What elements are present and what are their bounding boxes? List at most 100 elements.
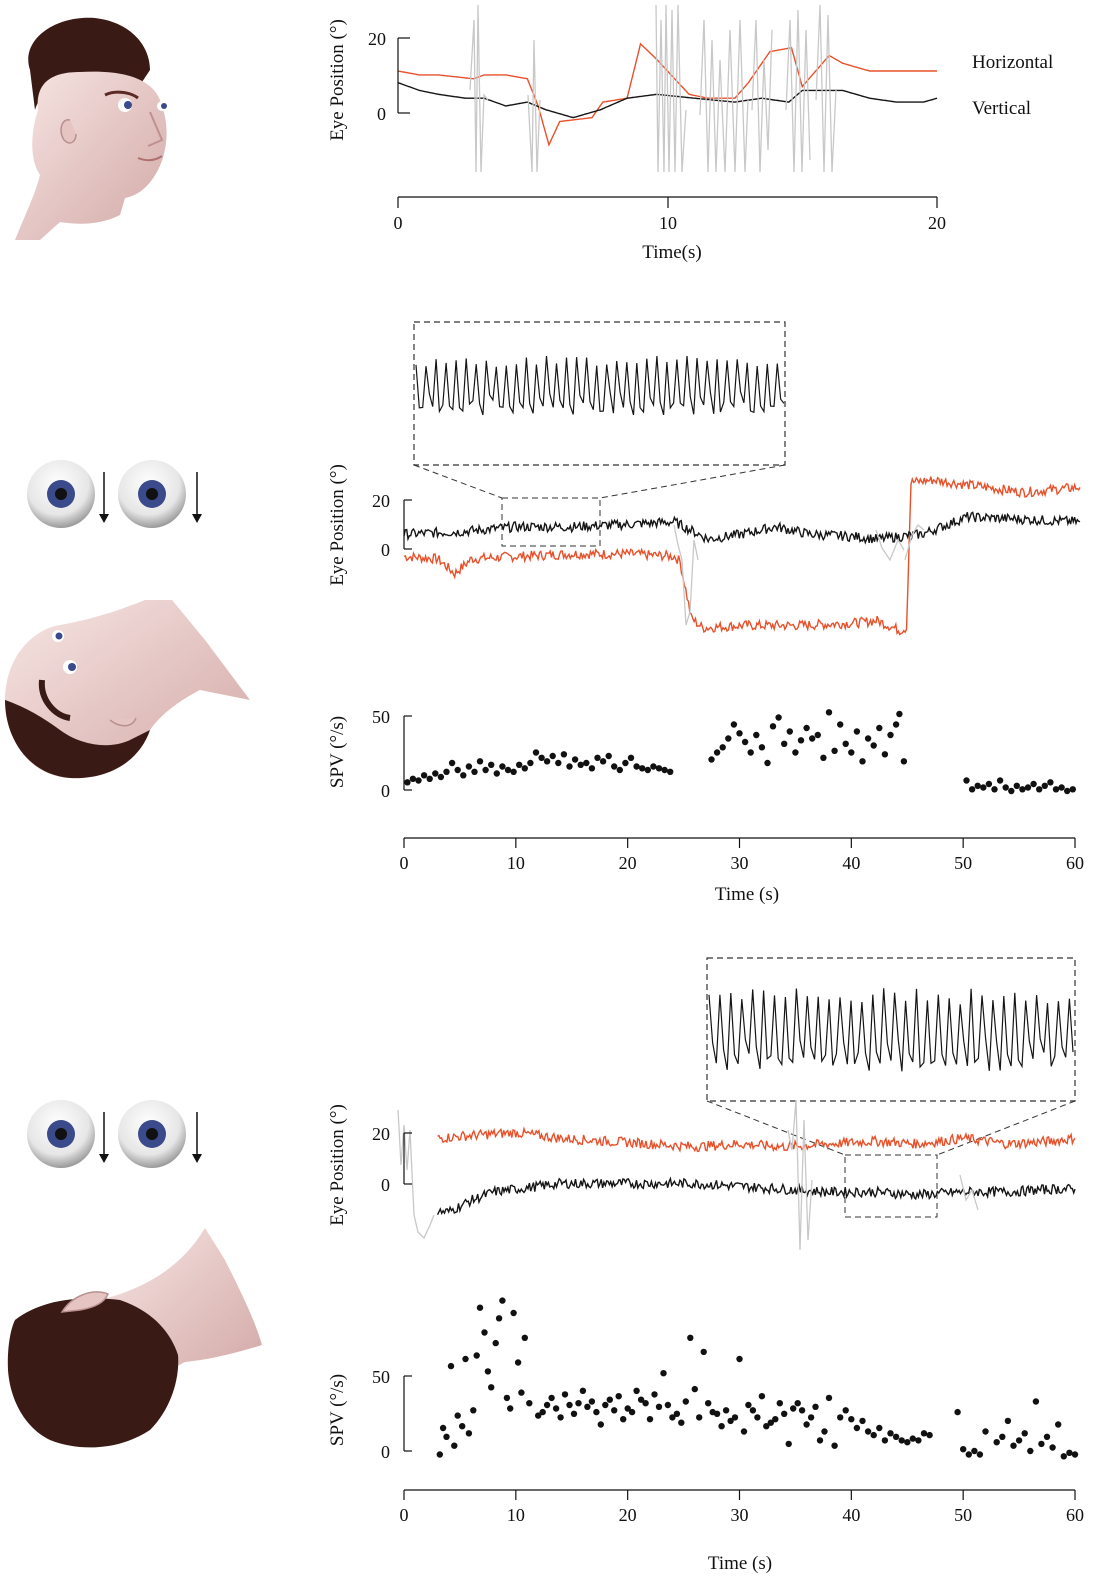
data-point	[644, 766, 651, 774]
data-point	[1069, 786, 1077, 793]
data-point	[954, 1408, 961, 1416]
data-point	[971, 1447, 978, 1455]
data-point	[853, 728, 861, 735]
data-point	[754, 1414, 761, 1421]
data-point	[763, 1423, 770, 1430]
data-point	[775, 714, 782, 721]
data-point	[960, 1446, 967, 1453]
data-point	[454, 1412, 461, 1419]
y-tick-label: 0	[381, 1175, 390, 1195]
data-point	[1021, 1430, 1028, 1437]
data-point	[718, 1423, 725, 1430]
y-tick-label: 0	[381, 781, 390, 801]
data-point	[526, 1400, 533, 1407]
data-point	[633, 763, 640, 770]
data-point	[514, 1359, 522, 1366]
data-point	[1049, 1444, 1056, 1451]
data-point	[566, 763, 573, 770]
data-point	[741, 738, 749, 746]
data-point	[507, 1405, 514, 1412]
data-point	[848, 749, 855, 756]
series-line-vertical	[403, 511, 1081, 545]
data-point	[661, 766, 668, 774]
data-point	[831, 747, 838, 754]
data-point	[842, 1407, 849, 1414]
data-point	[1032, 1398, 1040, 1405]
data-point	[470, 1407, 477, 1414]
data-point	[1010, 1442, 1017, 1449]
data-point	[776, 1400, 783, 1407]
data-point	[831, 1442, 838, 1449]
data-point	[570, 1410, 578, 1418]
data-point	[426, 775, 433, 782]
head-upright-icon	[15, 17, 167, 240]
head-supine-icon	[5, 600, 250, 779]
legend-vertical: Vertical	[972, 98, 1031, 119]
data-point	[758, 744, 766, 751]
data-point	[747, 749, 754, 756]
data-point	[1008, 787, 1015, 795]
chart-prone-eye-position: 20 0 Eye Position (°)	[327, 957, 1076, 1251]
data-point	[584, 1403, 591, 1411]
y-tick-label: 20	[372, 1124, 390, 1144]
data-point	[904, 1439, 911, 1446]
data-point	[488, 761, 495, 768]
x-tick-label: 0	[394, 213, 403, 233]
data-point	[1002, 784, 1009, 791]
data-point	[892, 721, 900, 728]
data-point	[667, 768, 674, 775]
data-point	[764, 759, 771, 767]
spv-points	[404, 709, 1077, 795]
x-axis-label: Time(s)	[642, 242, 701, 263]
x-tick-label: 20	[928, 213, 946, 233]
data-point	[557, 1414, 564, 1421]
data-point	[476, 1304, 484, 1311]
data-point	[781, 1410, 788, 1418]
data-point	[560, 751, 568, 758]
data-point	[1013, 782, 1020, 789]
chart-prone-spv: 50 0 SPV (°/s) 0 10 20 30 40 50 60 Time (s)	[327, 1297, 1084, 1574]
data-point	[605, 752, 612, 760]
data-point	[985, 780, 993, 788]
data-point	[616, 766, 623, 774]
data-point	[615, 1393, 622, 1400]
data-point	[642, 1400, 649, 1407]
x-tick-label: 50	[954, 853, 972, 873]
data-point	[499, 763, 506, 770]
data-point	[731, 1414, 739, 1421]
data-point	[1036, 786, 1043, 793]
data-point	[848, 1416, 855, 1423]
y-axis-label: SPV (°/s)	[327, 716, 348, 788]
data-point	[521, 1334, 528, 1342]
data-point	[1038, 1440, 1045, 1448]
data-point	[1024, 784, 1032, 791]
data-point	[758, 1393, 766, 1400]
data-point	[571, 756, 579, 763]
data-point	[772, 1416, 779, 1423]
x-tick-label: 20	[619, 853, 637, 873]
data-point	[499, 1297, 506, 1304]
eyes-down-arrows-icon	[27, 1100, 202, 1168]
data-point	[583, 759, 590, 767]
data-point	[627, 754, 635, 761]
data-point	[887, 1430, 894, 1437]
data-point	[803, 724, 810, 732]
data-point	[1064, 787, 1071, 795]
data-point	[691, 1385, 698, 1393]
data-point	[538, 754, 545, 761]
y-tick-label: 20	[368, 29, 386, 49]
data-point	[476, 758, 484, 765]
data-point	[1058, 784, 1065, 791]
data-point	[705, 1400, 712, 1407]
data-point	[660, 1370, 667, 1377]
data-point	[504, 766, 512, 774]
data-point	[881, 751, 889, 758]
data-point	[599, 758, 607, 765]
data-point	[896, 710, 903, 718]
chart-upright: 20 0 Eye Position (°) 0 10 20 Time(s) Ho…	[327, 4, 1053, 263]
data-point	[518, 1389, 525, 1396]
data-point	[797, 737, 805, 744]
data-point	[593, 1408, 600, 1416]
series-line-vertical	[436, 1176, 1076, 1216]
data-point	[708, 756, 715, 763]
